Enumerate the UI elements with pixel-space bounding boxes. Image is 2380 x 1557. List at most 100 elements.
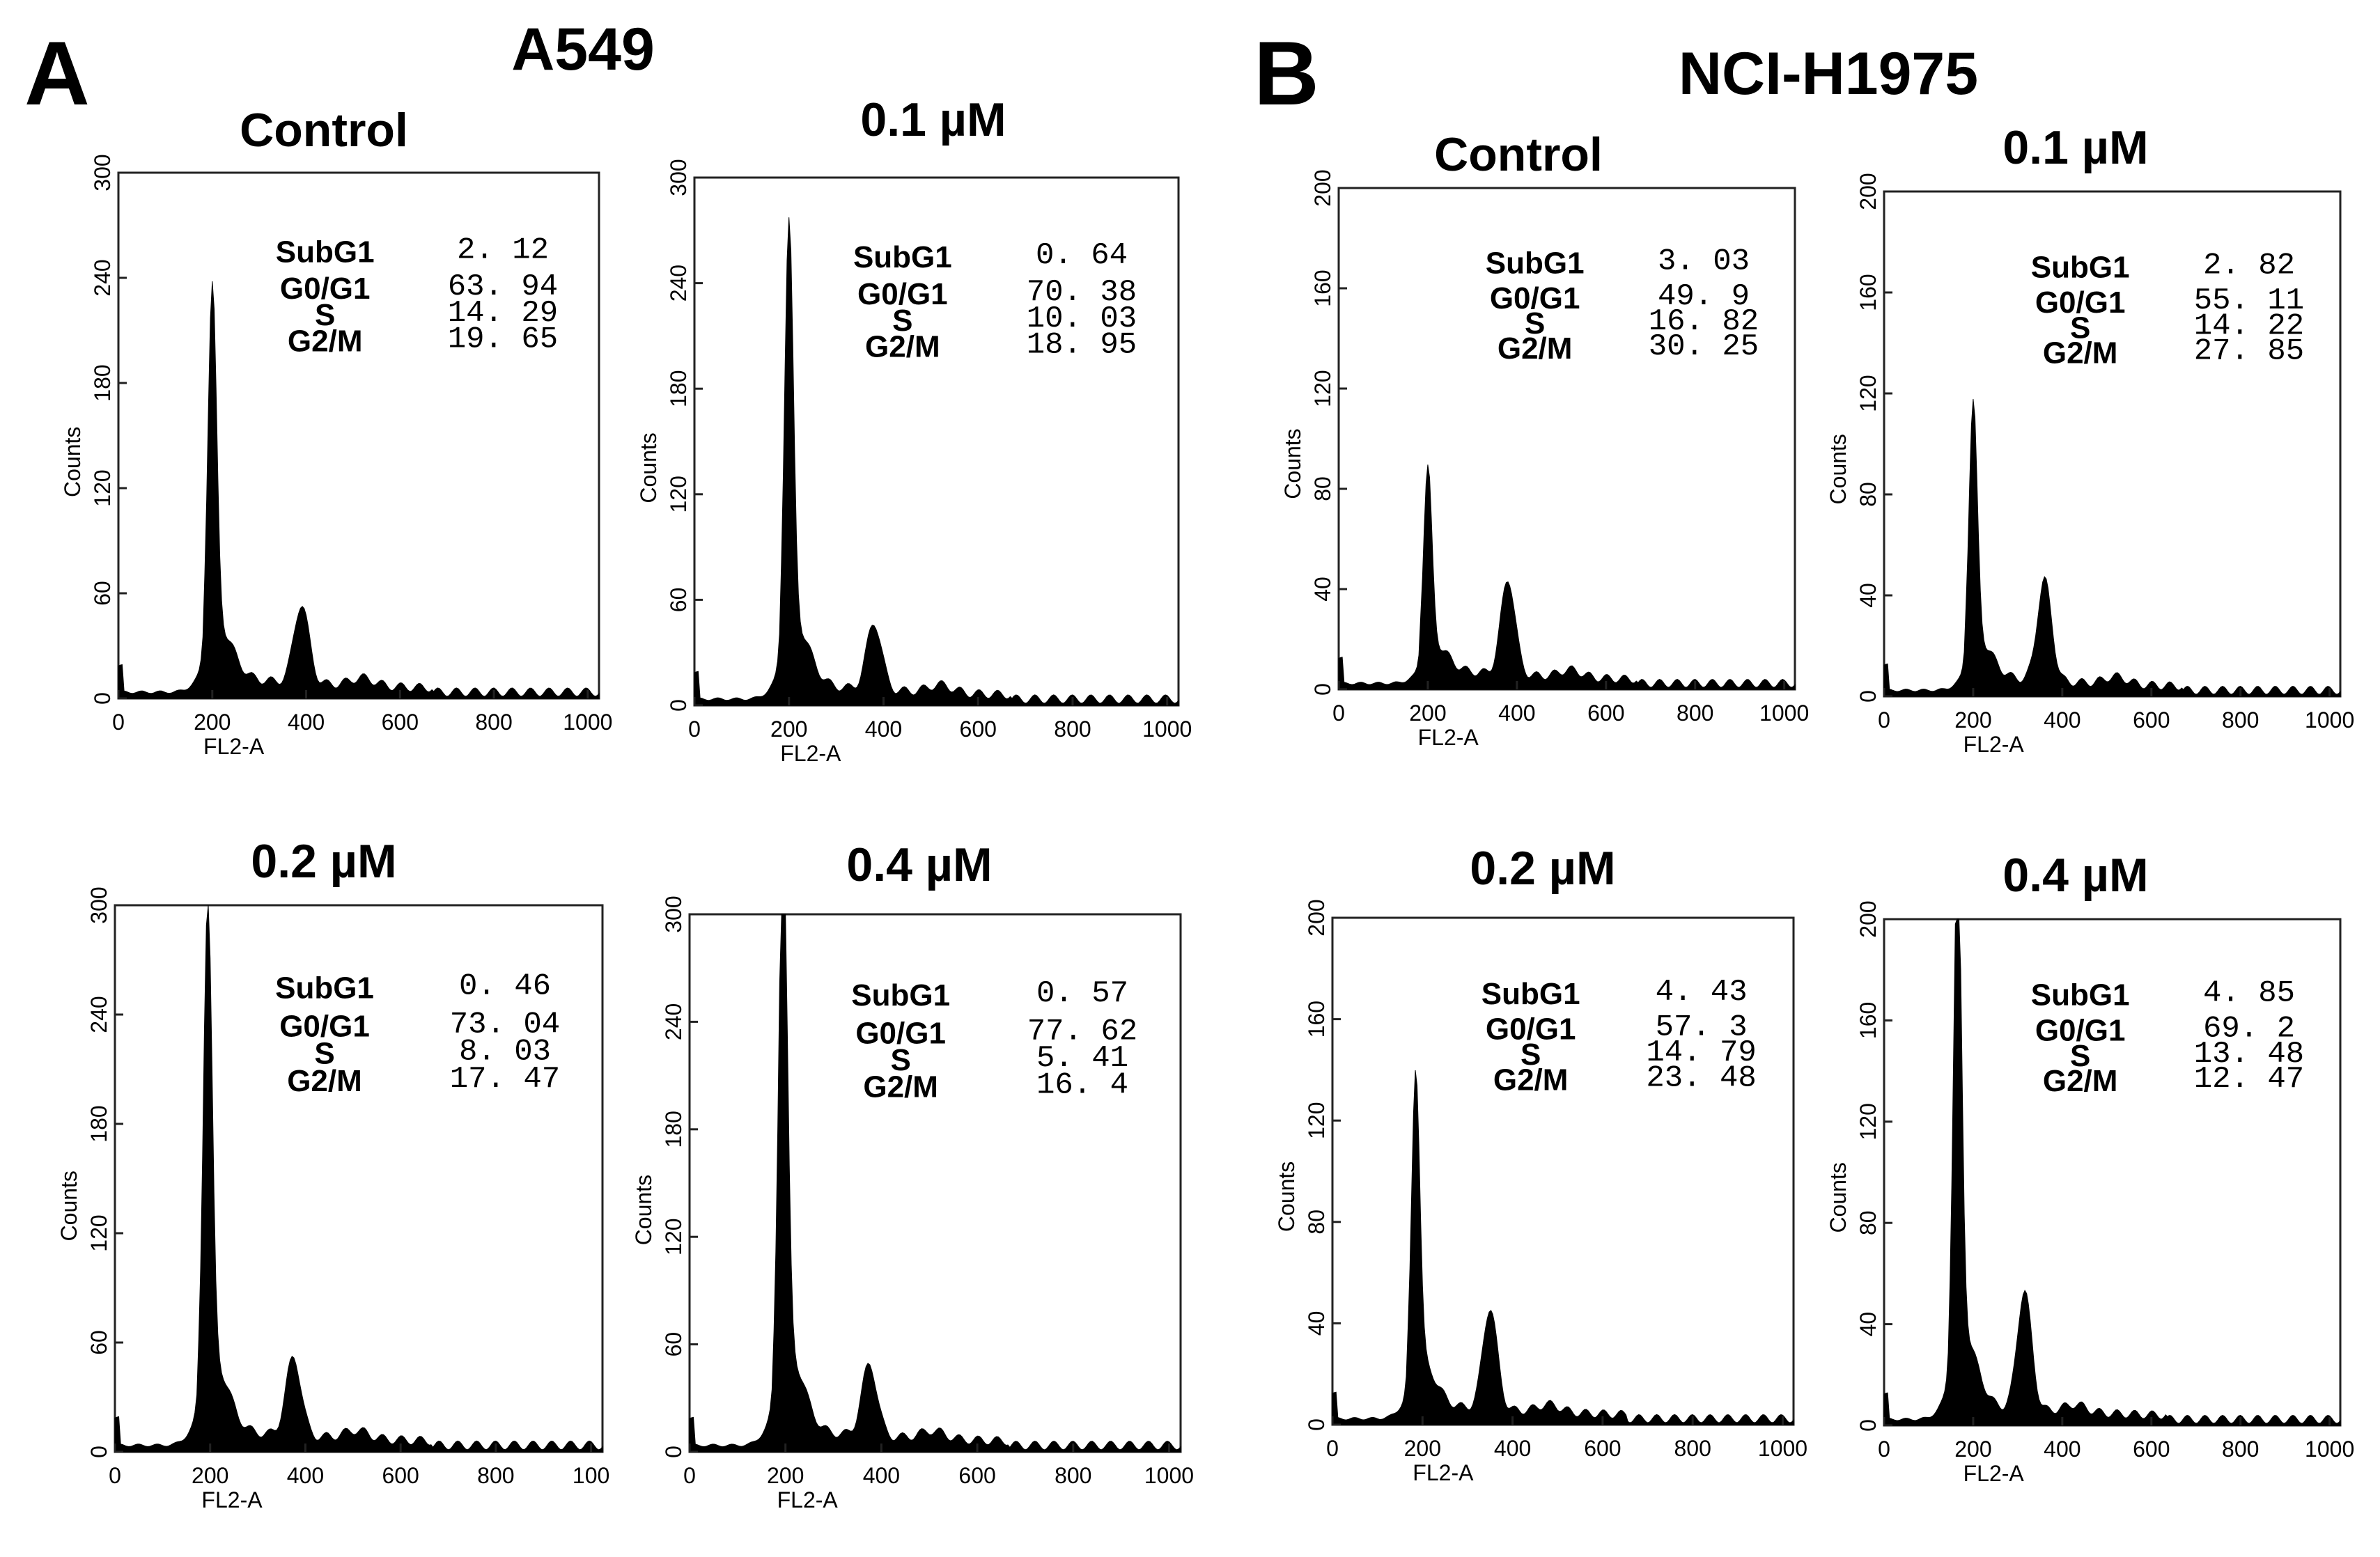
x-tick-label: 0 [1878, 1437, 1890, 1462]
phase-value: 14. 22 [2194, 308, 2304, 343]
phase-value: 14. 29 [448, 296, 558, 331]
x-tick-label: 1000 [2305, 1437, 2354, 1462]
y-tick-label: 160 [1304, 1001, 1329, 1038]
phase-label: G2/M [2043, 336, 2118, 370]
y-tick-label: 180 [661, 1111, 686, 1148]
x-axis-label: FL2-A [203, 734, 265, 759]
y-tick-label: 0 [1856, 690, 1881, 703]
phase-label: G0/G1 [2035, 285, 2126, 320]
y-tick-label: 60 [90, 581, 115, 606]
histogram-area [1332, 1070, 1794, 1425]
phase-label: G2/M [1493, 1063, 1569, 1097]
phase-label: G0/G1 [857, 277, 948, 311]
phase-value: 23. 48 [1646, 1061, 1756, 1096]
histogram-area [689, 914, 1181, 1453]
y-tick-label: 0 [661, 1446, 686, 1458]
phase-value: 49. 9 [1658, 279, 1750, 314]
y-tick-label: 40 [1856, 583, 1881, 608]
x-tick-label: 1000 [1142, 717, 1192, 742]
y-axis-label: Counts [56, 1171, 81, 1241]
x-tick-label: 200 [192, 1463, 228, 1488]
x-tick-label: 100 [573, 1463, 609, 1488]
histogram-area [1883, 399, 2341, 697]
y-tick-label: 120 [1304, 1102, 1329, 1139]
phase-value: 30. 25 [1649, 329, 1759, 364]
y-tick-label: 0 [86, 1446, 111, 1458]
phase-value: 5. 41 [1036, 1041, 1128, 1076]
y-tick-label: 240 [90, 259, 115, 296]
phase-label: SubG1 [851, 978, 950, 1012]
subplot-title: Control [240, 104, 408, 157]
phase-label: G2/M [865, 330, 940, 364]
x-tick-label: 0 [1326, 1436, 1339, 1461]
phase-label: SubG1 [2031, 978, 2130, 1012]
phase-label: SubG1 [276, 235, 375, 269]
phase-value: 8. 03 [459, 1035, 551, 1070]
x-tick-label: 600 [2133, 707, 2170, 733]
y-tick-label: 240 [661, 1003, 686, 1040]
subplot-title: 0.2 µM [251, 835, 396, 888]
phase-value: 70. 38 [1027, 275, 1137, 310]
x-tick-label: 0 [683, 1463, 696, 1488]
phase-label: G2/M [863, 1070, 938, 1104]
x-axis-label: FL2-A [201, 1487, 263, 1512]
y-tick-label: 80 [1856, 1210, 1881, 1235]
phase-value: 13. 48 [2194, 1037, 2304, 1072]
phase-value: 4. 85 [2203, 976, 2295, 1011]
phase-label: G0/G1 [279, 1009, 370, 1043]
y-tick-label: 300 [86, 886, 111, 923]
x-tick-label: 800 [2222, 1437, 2259, 1462]
x-tick-label: 200 [770, 717, 807, 742]
y-tick-label: 80 [1856, 482, 1881, 507]
y-tick-label: 0 [1856, 1419, 1881, 1432]
cell-line-title-nci-h1975: NCI-H1975 [1679, 40, 1978, 107]
y-tick-label: 300 [666, 159, 691, 196]
y-tick-label: 200 [1310, 169, 1335, 206]
subplot-title: 0.1 µM [2002, 121, 2148, 174]
x-tick-label: 200 [1954, 1437, 1991, 1462]
x-tick-label: 400 [863, 1463, 900, 1488]
phase-label: SubG1 [1481, 977, 1580, 1011]
x-tick-label: 800 [475, 710, 512, 735]
y-tick-label: 180 [86, 1105, 111, 1142]
phase-value: 27. 85 [2194, 334, 2304, 369]
phase-label: G0/G1 [1490, 281, 1580, 315]
phase-label: G2/M [2043, 1064, 2118, 1098]
phase-value: 17. 47 [450, 1062, 560, 1097]
phase-value: 2. 82 [2203, 248, 2295, 283]
histogram-area [694, 217, 1179, 706]
histogram-a549-02: 0.2 µM 0 60 120 180 240 300 0 200 400 600 800 100 FL2… [56, 835, 609, 1512]
x-tick-label: 800 [1674, 1436, 1711, 1461]
x-tick-label: 400 [1494, 1436, 1531, 1461]
cell-line-title-a549: A549 [511, 16, 655, 83]
phase-label: S [2070, 1039, 2090, 1073]
x-tick-label: 0 [109, 1463, 121, 1488]
phase-value: 16. 4 [1036, 1067, 1128, 1102]
y-tick-label: 0 [1304, 1418, 1329, 1431]
x-tick-label: 0 [1332, 701, 1345, 726]
y-tick-label: 160 [1856, 274, 1881, 311]
y-tick-label: 180 [666, 370, 691, 407]
phase-value: 16. 82 [1649, 304, 1759, 339]
x-tick-label: 400 [288, 710, 325, 735]
y-tick-label: 40 [1856, 1312, 1881, 1337]
panel-letter-b: B [1254, 22, 1319, 124]
y-tick-label: 80 [1304, 1210, 1329, 1235]
y-tick-label: 0 [1310, 683, 1335, 696]
y-tick-label: 200 [1304, 899, 1329, 936]
x-axis-label: FL2-A [1413, 1460, 1474, 1485]
phase-value: 0. 64 [1036, 238, 1128, 273]
x-tick-label: 400 [2044, 1437, 2080, 1462]
phase-value: 69. 2 [2203, 1011, 2295, 1046]
x-tick-label: 800 [1677, 701, 1713, 726]
y-axis-label: Counts [1274, 1161, 1299, 1232]
y-tick-label: 60 [661, 1332, 686, 1357]
x-tick-label: 400 [865, 717, 902, 742]
y-axis-label: Counts [636, 432, 661, 503]
histogram-area [114, 905, 603, 1453]
phase-value: 3. 03 [1658, 244, 1750, 279]
y-tick-label: 0 [666, 699, 691, 712]
phase-value: 14. 79 [1646, 1035, 1756, 1070]
